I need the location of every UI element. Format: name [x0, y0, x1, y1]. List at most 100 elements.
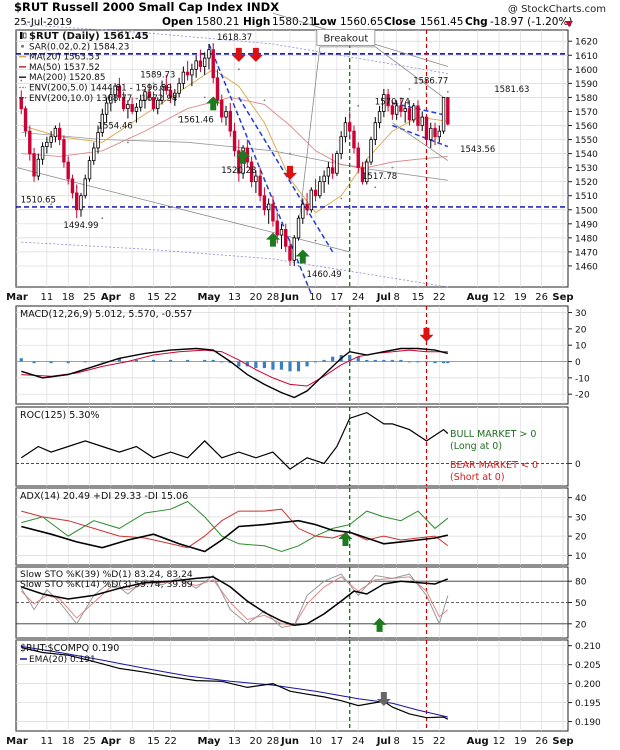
macd-histogram-bar: [390, 359, 394, 362]
price-ytick-label: 1580: [575, 94, 598, 104]
macd-ytick-label: 30: [575, 309, 587, 319]
macd-histogram-bar: [254, 361, 258, 369]
sto-label-1: Slow STO %K(39) %D(1) 83.24, 83.24: [20, 569, 193, 580]
price-label: 1589.73: [140, 71, 175, 81]
legend-env10: ENV(200,10.0) 1368.77 - 1672.94: [29, 94, 178, 104]
candle-body: [134, 106, 139, 112]
candle-body: [356, 147, 360, 169]
candle-body: [390, 105, 395, 115]
sar-dot: [263, 99, 266, 102]
candle-body: [28, 130, 32, 154]
x-tick-label-bottom: Aug: [467, 736, 489, 747]
candle-body: [96, 132, 100, 149]
price-ytick-label: 1610: [575, 52, 598, 62]
price-label: 1494.99: [63, 221, 98, 231]
candle-body: [377, 111, 382, 124]
macd-label: MACD(12,26,9) 5.012, 5.570, -0.557: [20, 309, 192, 320]
candle-body: [249, 161, 254, 183]
x-tick-label-bottom: May: [197, 736, 220, 747]
chart-header: $RUT Russell 2000 Small Cap Index INDX @…: [14, 0, 606, 28]
candle-body: [446, 97, 450, 125]
macd-histogram-bar: [322, 359, 326, 362]
x-tick-label-bottom: 10: [309, 736, 322, 747]
sar-dot: [37, 88, 40, 90]
ratio-arrow-icon: [376, 692, 391, 707]
macd-histogram-bar: [186, 359, 190, 362]
sar-dot: [357, 104, 360, 107]
x-tick-label-bottom: 13: [228, 736, 241, 747]
watermark: @ StockCharts.com: [508, 4, 606, 15]
price-label: 1570.74: [375, 97, 410, 107]
x-tick-label-bottom: 26: [535, 736, 548, 747]
candle-body: [416, 105, 420, 126]
x-tick-label-bottom: 19: [514, 736, 527, 747]
candle-body: [441, 97, 446, 132]
macd-histogram-bar: [305, 361, 309, 367]
roc-note-3: BEAR MARKET < 0: [450, 460, 538, 471]
sar-dot: [237, 68, 240, 71]
macd-line: [21, 347, 448, 399]
x-tick-label-bottom: 15: [412, 736, 425, 747]
legend-ma50: MA(50) 1537.52: [29, 63, 100, 73]
macd-histogram-bar: [399, 359, 403, 362]
candle-body: [143, 91, 147, 101]
x-tick-label-bottom: 28: [267, 736, 280, 747]
macd-histogram-bar: [373, 359, 377, 362]
price-arrow-icon: [231, 47, 246, 62]
roc-frame: [15, 406, 569, 487]
x-tick-label: 8: [393, 292, 399, 303]
candle-body: [266, 203, 271, 211]
sar-dot: [127, 141, 129, 144]
breakout-box: [316, 29, 376, 46]
candle-body: [49, 136, 53, 143]
candle-body: [437, 130, 441, 138]
ratio-ytick-label: 0.210: [575, 642, 601, 652]
candle-body: [275, 220, 279, 236]
candle-body: [32, 153, 36, 177]
macd-histogram-bar: [83, 361, 87, 363]
macd-histogram-bar: [262, 361, 267, 369]
price-label: 1517.78: [362, 172, 397, 182]
adx-ytick-label: 30: [575, 513, 587, 523]
candle-body: [262, 195, 267, 211]
sar-dot: [178, 116, 180, 118]
candle-body: [36, 158, 41, 177]
candle-body: [369, 139, 373, 163]
macd-histogram-bar: [271, 361, 275, 370]
sto-ytick-label: 20: [575, 620, 587, 630]
macd-histogram-bar: [288, 361, 292, 372]
roc-line: [20, 411, 449, 470]
macd-histogram-bar: [220, 361, 224, 363]
candle-body: [194, 60, 198, 70]
price-label: 1510.65: [21, 196, 56, 206]
roc-note-2: (Long at 0): [450, 441, 502, 452]
candle-body: [100, 113, 105, 133]
x-tick-label: 24: [352, 292, 365, 303]
candle-body: [424, 116, 429, 140]
price-ytick-label: 1510: [575, 192, 598, 202]
ma50-line: [21, 96, 448, 169]
x-tick-label-bottom: Apr: [101, 736, 121, 747]
x-tick-label: 17: [331, 292, 344, 303]
candle-body: [113, 85, 117, 96]
down-triangle-icon: [565, 21, 573, 27]
sto-ytick-label: 80: [575, 578, 587, 588]
ratio-ytick-label: 0.200: [575, 680, 601, 690]
macd-histogram-bar: [348, 355, 352, 362]
trendline: [392, 122, 449, 161]
adx-panel: 10 20 30 40 ADX(14) 20.49 +DI 29.33 -DI 15.0…: [15, 487, 587, 566]
candle-body: [181, 71, 186, 84]
macd-histogram-bar: [331, 356, 335, 362]
price-ytick-label: 1560: [575, 122, 598, 132]
x-tick-label: Aug: [467, 292, 489, 303]
candle-body: [215, 77, 220, 101]
adx-line: [21, 519, 448, 553]
price-ytick-label: 1460: [575, 262, 598, 272]
x-tick-label-bottom: 8: [129, 736, 135, 747]
candle-body: [168, 89, 173, 98]
candle-body: [330, 167, 335, 174]
legend-swatch: [23, 32, 27, 39]
breakout-label: Breakout: [323, 33, 368, 44]
chg-label: Chg: [465, 16, 488, 28]
